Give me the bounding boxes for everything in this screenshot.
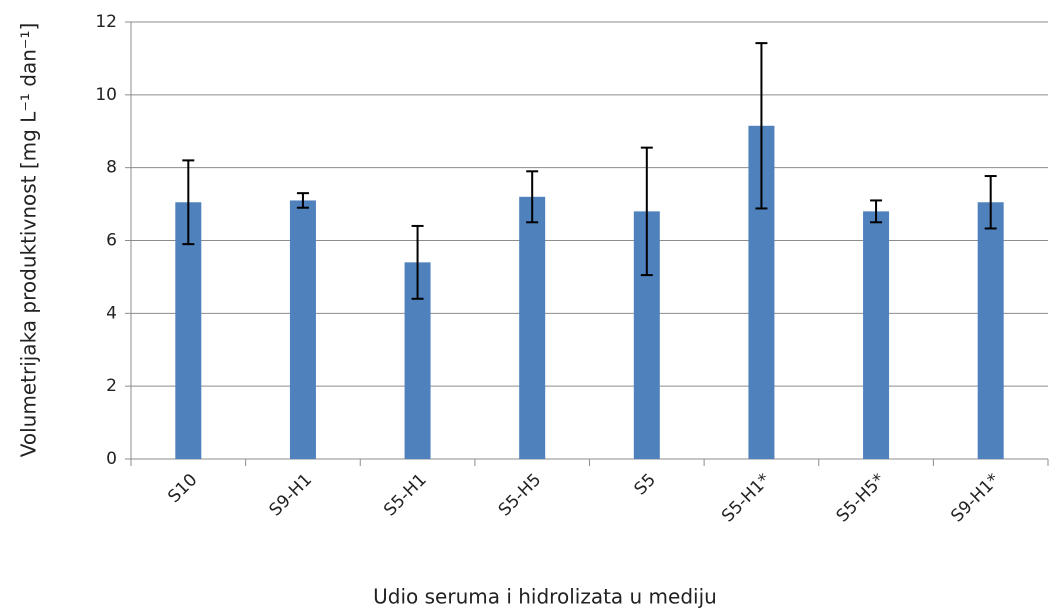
x-tick-label: S9-H1* bbox=[947, 470, 1003, 526]
y-tick-label: 4 bbox=[106, 303, 117, 323]
y-tick-label: 10 bbox=[95, 85, 117, 105]
x-tick-label: S5-H5 bbox=[495, 470, 545, 520]
y-tick-label: 2 bbox=[106, 376, 117, 396]
x-tick-label: S5-H1* bbox=[718, 470, 774, 526]
x-tick-label: S5 bbox=[630, 470, 659, 499]
bar bbox=[519, 196, 546, 460]
bar bbox=[289, 200, 316, 460]
bar bbox=[977, 202, 1004, 459]
x-tick-label: S5-H1 bbox=[380, 470, 430, 520]
y-tick-label: 12 bbox=[95, 12, 117, 32]
x-tick-label: S10 bbox=[164, 470, 201, 507]
x-tick-label: S9-H1 bbox=[266, 470, 316, 520]
y-tick-label: 6 bbox=[106, 231, 117, 251]
y-tick-label: 8 bbox=[106, 158, 117, 178]
x-tick-label: S5-H5* bbox=[833, 470, 889, 526]
y-axis-title: Volumetrijaka produktivnost [mg L⁻¹ dan⁻… bbox=[17, 23, 41, 458]
x-axis-title: Udio seruma i hidrolizata u mediju bbox=[373, 585, 717, 609]
y-tick-label: 0 bbox=[106, 449, 117, 469]
bar bbox=[863, 211, 890, 459]
